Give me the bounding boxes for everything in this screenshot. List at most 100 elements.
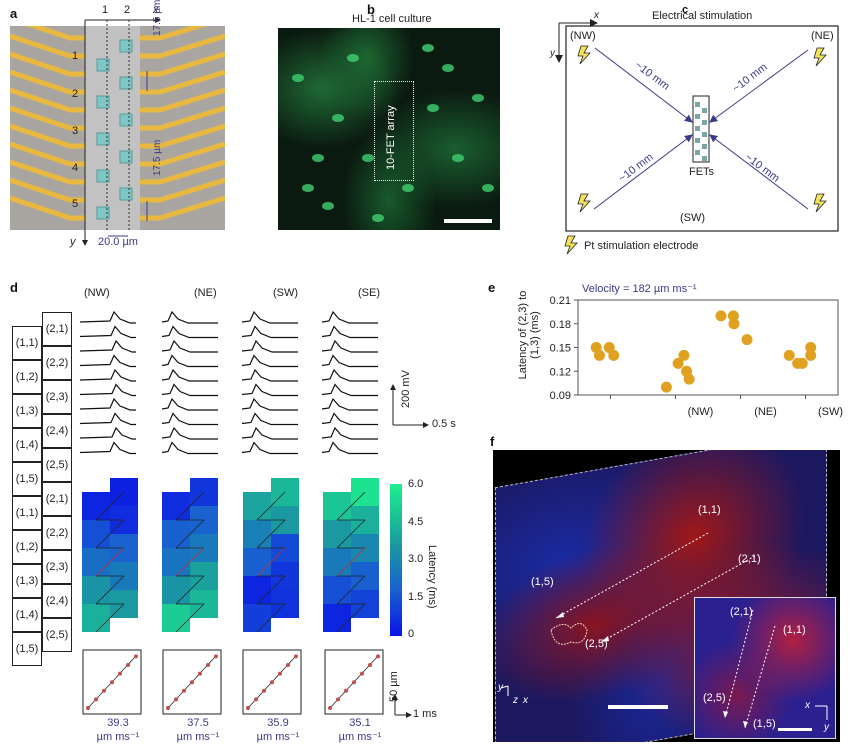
- cell: [402, 184, 414, 192]
- grid-cell: (2,4): [42, 414, 72, 448]
- panel-e-label: e: [488, 280, 496, 295]
- lead-left: [10, 177, 85, 203]
- confocal-annotations: [500, 532, 756, 709]
- voltage-trace: [241, 354, 298, 368]
- cell: [362, 154, 374, 162]
- voltage-trace: [80, 368, 136, 382]
- scale-bar-main: [608, 705, 668, 709]
- heatmap-cell: [162, 492, 190, 520]
- corner-label-sw: (SW): [680, 212, 706, 224]
- scale-time: 0.5 s: [432, 418, 456, 430]
- inset-annotations: [723, 609, 828, 731]
- propagation-arrow: [336, 603, 366, 633]
- row-label-1: 1: [72, 50, 79, 62]
- voltage-trace: [321, 325, 378, 339]
- dish-outline: [565, 25, 839, 232]
- data-point: [683, 373, 695, 385]
- propagation-arrow: [256, 491, 286, 521]
- grid-cell: (2,5): [42, 448, 72, 482]
- cell: [312, 154, 324, 162]
- propagation-arrow: [175, 575, 205, 605]
- voltage-trace: [241, 441, 298, 455]
- voltage-traces: [80, 310, 378, 455]
- velocity-point: [214, 654, 218, 659]
- voltage-trace: [241, 397, 298, 411]
- fet-col1: [96, 95, 110, 109]
- data-point: [660, 381, 672, 393]
- lead-right: [140, 26, 208, 41]
- data-point: [741, 334, 753, 346]
- velocity-point: [254, 697, 258, 702]
- voltage-trace: [161, 339, 218, 353]
- cell: [452, 154, 464, 162]
- fet-array-box: [374, 81, 414, 181]
- velocity-point: [344, 688, 348, 693]
- pitch-label-x: 20.0 µm: [98, 236, 138, 248]
- row-label-3: 3: [72, 125, 79, 137]
- velocity-point: [126, 663, 130, 667]
- voltage-trace: [241, 426, 298, 440]
- heatmap-cell: [162, 520, 190, 548]
- panel-d-label: d: [10, 280, 18, 295]
- grid-cell: (1,3): [12, 564, 42, 598]
- voltage-trace: [80, 383, 136, 397]
- cell: [427, 104, 439, 112]
- fet-square: [702, 156, 707, 161]
- velocity-value: 35.9: [267, 717, 289, 729]
- voltage-trace: [80, 339, 136, 353]
- column-label-2: 2: [124, 4, 131, 16]
- velocity-plot-frame: [242, 649, 302, 715]
- velocity-unit: µm ms⁻¹: [96, 731, 140, 743]
- fet-array-box-label: 10-FET array: [385, 105, 397, 170]
- fet-col1: [96, 206, 110, 220]
- path-1: [555, 532, 709, 619]
- propagation-arrow: [95, 575, 125, 605]
- colorbar-tick: 1.5: [408, 590, 424, 603]
- row-label-4: 4: [72, 162, 79, 174]
- voltage-trace: [321, 310, 378, 324]
- velocity-point: [360, 671, 364, 676]
- lead-left: [10, 159, 85, 185]
- velocity-point: [166, 706, 170, 710]
- grid-cell: (1,5): [12, 462, 42, 496]
- lead-left: [10, 33, 85, 59]
- velocity-plot-frame: [162, 649, 222, 715]
- voltage-trace: [161, 412, 218, 426]
- lead-right: [140, 87, 225, 113]
- confocal-image: (1,1) (2,1) (1,5) (2,5) y z x (2,1) (1,1…: [493, 450, 840, 742]
- lead-left: [26, 26, 85, 41]
- x-tick-label: (NW): [688, 406, 714, 418]
- panel-a-label: a: [10, 6, 18, 21]
- data-point: [727, 310, 739, 322]
- grid-cell: (2,5): [42, 618, 72, 652]
- grid-cell: (1,1): [12, 326, 42, 360]
- cell: [482, 184, 494, 192]
- plot-frame: [577, 299, 839, 396]
- grid-cell: (2,3): [42, 550, 72, 584]
- fet-square: [702, 144, 707, 149]
- fet-square: [695, 114, 700, 119]
- latency-heatmaps: [82, 478, 379, 633]
- lead-left: [10, 123, 85, 149]
- stim-label-se: (SE): [358, 287, 380, 299]
- heatmap-cell: [323, 576, 351, 604]
- grid-cell: (1,2): [12, 360, 42, 394]
- heatmap-cell: [323, 520, 351, 548]
- cell-culture-image: 10-FET array: [278, 28, 500, 230]
- velocity-point: [198, 671, 202, 676]
- y-tick-label: 0.09: [550, 390, 571, 402]
- lightning-icon-ne: [813, 47, 827, 67]
- voltage-trace: [321, 339, 378, 353]
- c-x-axis-label: x: [594, 10, 599, 21]
- panel-f-label: f: [490, 434, 495, 449]
- heatmap-cell: [162, 604, 190, 632]
- chart-title: Velocity = 182 µm ms⁻¹: [582, 283, 697, 295]
- grid-cell: (1,4): [12, 598, 42, 632]
- arrow-ne: [709, 49, 809, 123]
- fet-grid-bottom: (1,1) (1,2) (1,3) (1,4) (1,5) (2,1) (2,2) (2,3)…: [12, 482, 72, 666]
- vel-scale-bar: [392, 694, 412, 718]
- velocity-point: [118, 671, 122, 676]
- velocity-point: [262, 688, 266, 693]
- voltage-trace: [161, 426, 218, 440]
- velocity-point: [286, 663, 290, 667]
